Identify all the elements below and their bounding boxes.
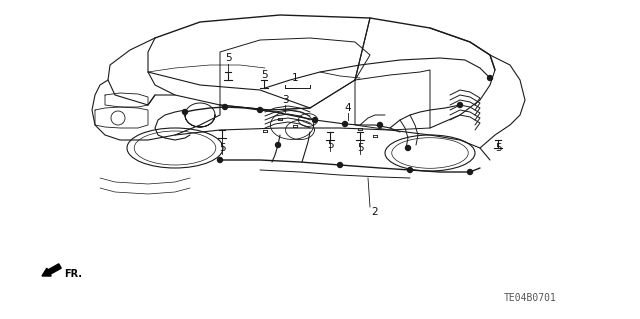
Circle shape — [467, 169, 472, 174]
Text: 5: 5 — [219, 143, 225, 153]
Text: 5: 5 — [356, 143, 364, 153]
Circle shape — [408, 167, 413, 173]
FancyArrow shape — [42, 264, 61, 276]
Circle shape — [337, 162, 342, 167]
Circle shape — [312, 117, 317, 122]
Text: 5: 5 — [326, 140, 333, 150]
Text: 5: 5 — [225, 53, 231, 63]
Text: 4: 4 — [345, 103, 351, 113]
Text: FR.: FR. — [64, 269, 82, 279]
Circle shape — [458, 102, 463, 108]
Circle shape — [488, 76, 493, 80]
Circle shape — [342, 122, 348, 127]
Text: 1: 1 — [292, 73, 298, 83]
Text: 3: 3 — [282, 95, 288, 105]
Circle shape — [257, 108, 262, 113]
Text: 5: 5 — [495, 143, 501, 153]
Text: 2: 2 — [372, 207, 378, 217]
Circle shape — [182, 109, 188, 115]
Circle shape — [406, 145, 410, 151]
Text: TE04B0701: TE04B0701 — [504, 293, 556, 303]
Text: 5: 5 — [260, 70, 268, 80]
Circle shape — [275, 143, 280, 147]
Circle shape — [218, 158, 223, 162]
Circle shape — [378, 122, 383, 128]
Circle shape — [223, 105, 227, 109]
